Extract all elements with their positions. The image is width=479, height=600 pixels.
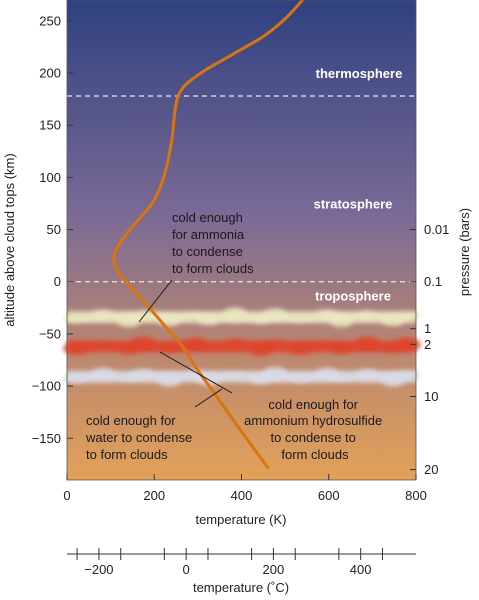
layer-label-thermosphere: thermosphere bbox=[316, 66, 403, 81]
x-tick-label: 400 bbox=[231, 488, 253, 503]
ammonium-hydrosulfide-leader-line bbox=[159, 351, 233, 394]
y-tick-label: 200 bbox=[39, 66, 61, 81]
ammonia-annotation-line: for ammonia bbox=[172, 227, 245, 242]
y-tick-label: 0 bbox=[54, 274, 61, 289]
pressure-axis-ticks: 0.01 0.1 12 10 20 bbox=[410, 222, 449, 477]
y-tick-label: 50 bbox=[47, 222, 61, 237]
cloud-band bbox=[63, 366, 421, 387]
celsius-axis-ticks: −200 0 200 400 bbox=[76, 548, 383, 577]
y-axis-ticks: 250 200 150 100 50 0 −50 −100 −150 bbox=[32, 13, 73, 446]
pressure-tick-label: 20 bbox=[424, 462, 438, 477]
cloud-bands bbox=[63, 307, 421, 387]
y-tick-label: 150 bbox=[39, 118, 61, 133]
y-tick-label: −50 bbox=[39, 326, 61, 341]
x-tick-label: 800 bbox=[405, 488, 427, 503]
pressure-tick-label: 0.01 bbox=[424, 222, 449, 237]
ammonium-hydrosulfide-annotation-line: ammonium hydrosulfide bbox=[244, 413, 382, 428]
celsius-axis-title: temperature (˚C) bbox=[193, 580, 289, 595]
x-tick-label: 600 bbox=[318, 488, 340, 503]
cloud-band bbox=[63, 336, 421, 357]
ammonia-leader-line bbox=[138, 279, 173, 323]
celsius-tick-label: 0 bbox=[183, 562, 190, 577]
water-leader-line bbox=[194, 388, 223, 408]
water-annotation: cold enough for water to condense to for… bbox=[85, 413, 196, 462]
ammonium-hydrosulfide-annotation-line: cold enough for bbox=[268, 397, 358, 412]
water-annotation-line: cold enough for bbox=[86, 413, 176, 428]
pressure-tick-label: 0.1 bbox=[424, 274, 442, 289]
ammonia-annotation-line: to condense bbox=[172, 244, 243, 259]
celsius-tick-label: 200 bbox=[263, 562, 285, 577]
layer-label-troposphere: troposphere bbox=[315, 288, 391, 303]
y-axis-title: altitude above cloud tops (km) bbox=[2, 153, 17, 326]
y-tick-label: −150 bbox=[32, 431, 61, 446]
pressure-tick-label: 1 bbox=[424, 321, 431, 336]
plot-background bbox=[67, 0, 416, 480]
y-tick-label: 250 bbox=[39, 13, 61, 28]
ammonia-annotation-line: to form clouds bbox=[172, 261, 254, 276]
temperature-profile-line bbox=[112, 0, 305, 469]
ammonium-hydrosulfide-annotation-line: form clouds bbox=[281, 447, 349, 462]
pressure-axis-title: pressure (bars) bbox=[457, 208, 472, 296]
x-axis-title: temperature (K) bbox=[195, 512, 286, 527]
y-tick-label: 100 bbox=[39, 170, 61, 185]
pressure-tick-label: 2 bbox=[424, 337, 431, 352]
ammonium-hydrosulfide-annotation: cold enough for ammonium hydrosulfide to… bbox=[244, 397, 386, 462]
water-annotation-line: water to condense bbox=[85, 430, 192, 445]
layer-label-stratosphere: stratosphere bbox=[314, 196, 393, 211]
water-annotation-line: to form clouds bbox=[86, 447, 168, 462]
x-tick-label: 0 bbox=[63, 488, 70, 503]
x-axis-ticks: 0 200 400 600 800 bbox=[63, 474, 427, 503]
x-tick-label: 200 bbox=[143, 488, 165, 503]
y-tick-label: −100 bbox=[32, 379, 61, 394]
ammonia-annotation-line: cold enough bbox=[172, 210, 243, 225]
celsius-tick-label: −200 bbox=[84, 562, 113, 577]
ammonia-annotation: cold enough for ammonia to condense to f… bbox=[172, 210, 254, 276]
pressure-tick-label: 10 bbox=[424, 389, 438, 404]
celsius-tick-label: 400 bbox=[350, 562, 372, 577]
ammonium-hydrosulfide-annotation-line: to condense to bbox=[271, 430, 356, 445]
